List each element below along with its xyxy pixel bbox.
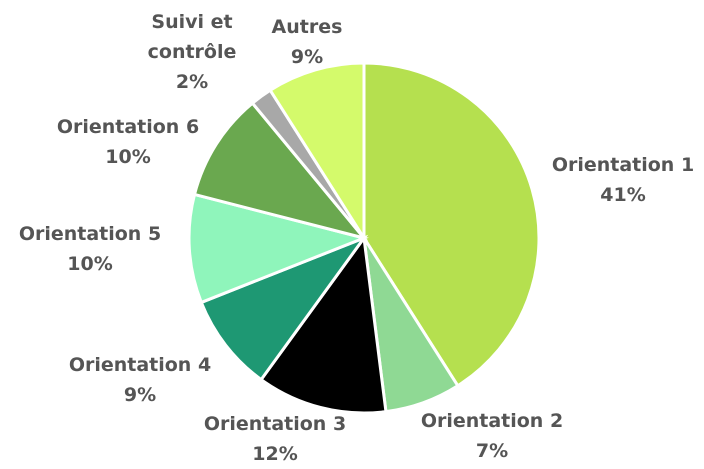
value-label: 2% xyxy=(175,71,209,93)
slice-label: Orientation 4 9% xyxy=(69,350,211,410)
category-label: Orientation 6 xyxy=(56,116,200,138)
slice-label: Orientation 6 10% xyxy=(57,112,199,172)
category-label: Autres xyxy=(271,16,343,38)
value-label: 7% xyxy=(475,440,509,462)
slice-label: Orientation 2 7% xyxy=(421,406,563,466)
slice-label: Orientation 3 12% xyxy=(204,409,346,469)
category-label: Orientation 5 xyxy=(18,223,162,245)
slice-label: Autres 9% xyxy=(272,12,343,72)
category-label: Orientation 3 xyxy=(203,413,347,435)
value-label: 9% xyxy=(290,46,324,68)
pie-slice xyxy=(268,61,366,244)
category-label: Orientation 2 xyxy=(420,410,564,432)
pie-slice xyxy=(199,234,369,382)
slice-label: Orientation 1 41% xyxy=(552,150,694,210)
slice-label: Suivi et contrôle 2% xyxy=(137,7,247,97)
category-label: Orientation 1 xyxy=(551,154,695,176)
pie-slice xyxy=(259,234,388,415)
pie-slice xyxy=(192,101,369,241)
category-label: Orientation 4 xyxy=(68,354,212,376)
value-label: 10% xyxy=(67,253,113,275)
pie-slice xyxy=(187,192,369,305)
value-label: 9% xyxy=(123,384,157,406)
value-label: 41% xyxy=(600,184,646,206)
category-label: Suivi et contrôle xyxy=(147,11,237,63)
value-label: 12% xyxy=(252,443,298,465)
value-label: 10% xyxy=(105,146,151,168)
slice-label: Orientation 5 10% xyxy=(19,219,161,279)
